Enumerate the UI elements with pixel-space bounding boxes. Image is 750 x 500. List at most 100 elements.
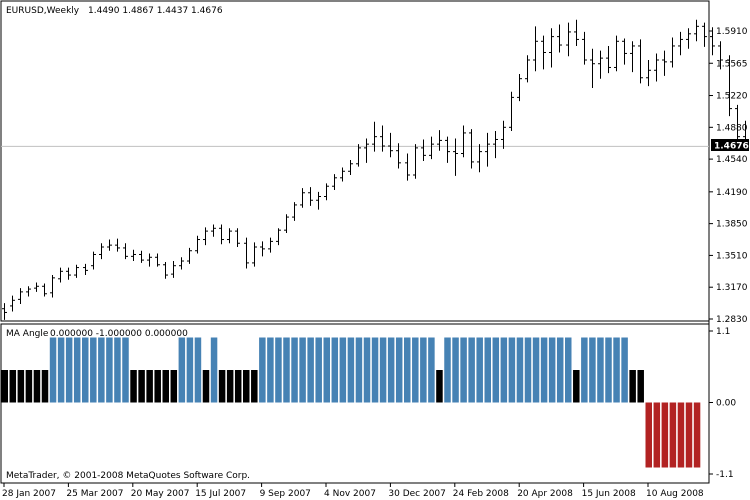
ohlc-bar xyxy=(429,136,434,160)
ma-angle-bar xyxy=(275,337,282,403)
ma-angle-bar xyxy=(540,337,548,403)
ohlc-bar xyxy=(461,125,466,158)
ma-angle-bar xyxy=(565,337,572,403)
current-price-label-box xyxy=(711,139,749,151)
indicator-tick-label: 0.00 xyxy=(716,399,736,409)
copyright-text: MetaTrader, © 2001-2008 MetaQuotes Softw… xyxy=(6,471,250,481)
ohlc-bar xyxy=(493,131,498,159)
ohlc-bar xyxy=(727,55,732,117)
price-tick-label: 1.3170 xyxy=(716,283,748,293)
ma-angle-bar xyxy=(73,337,81,403)
ma-angle-bar xyxy=(428,337,435,403)
time-tick-label: 20 May 2007 xyxy=(131,489,190,499)
ma-angle-bar xyxy=(468,337,475,403)
ma-angle-bar xyxy=(412,337,419,403)
ohlc-bar xyxy=(598,50,603,79)
ohlc-bar xyxy=(83,263,88,276)
ma-angle-bar xyxy=(363,337,371,403)
ohlc-bar xyxy=(10,295,15,312)
indicator-values: 0.000000 -1.000000 0.000000 xyxy=(50,329,188,339)
ohlc-bar xyxy=(66,267,71,280)
indicator-tick-label: -1.1 xyxy=(716,470,734,480)
ma-angle-bar xyxy=(210,337,218,403)
ohlc-bar xyxy=(477,144,482,173)
ma-angle-bar xyxy=(613,337,620,403)
ohlc-bar xyxy=(348,160,353,175)
ohlc-bar xyxy=(485,132,490,167)
price-panel[interactable] xyxy=(0,0,710,322)
ohlc-bar xyxy=(525,55,530,83)
ma-angle-bar xyxy=(661,402,669,468)
ohlc-bar xyxy=(18,288,23,305)
ma-angle-bar xyxy=(114,337,121,403)
ma-angle-bar xyxy=(484,337,491,403)
ohlc-bar xyxy=(50,275,55,298)
time-axis: 28 Jan 2007 25 Mar 2007 20 May 2007 15 Jul … xyxy=(2,483,704,499)
price-tick-label: 1.4540 xyxy=(716,155,748,165)
ohlc-bar xyxy=(622,38,627,65)
ma-angle-bar xyxy=(379,337,387,403)
ma-angle-bar xyxy=(339,337,347,403)
ohlc-bar xyxy=(260,241,265,257)
ma-angle-bar xyxy=(371,337,379,403)
ohlc-bar xyxy=(268,237,273,253)
ma-angle-bar xyxy=(629,370,636,403)
ohlc-bar xyxy=(308,187,313,206)
ma-angle-bar xyxy=(299,337,306,403)
ohlc-bar xyxy=(372,121,377,152)
ma-angle-bar xyxy=(452,337,459,403)
ma-angle-bar xyxy=(315,337,322,403)
ohlc-bar xyxy=(235,228,240,247)
ohlc-bar xyxy=(195,235,200,254)
price-tick-label: 1.5910 xyxy=(716,27,748,37)
ma-angle-bar xyxy=(556,337,564,403)
ohlc-bar xyxy=(718,41,723,70)
ohlc-bar xyxy=(388,132,393,158)
ohlc-bar xyxy=(566,22,571,57)
ohlc-bar xyxy=(533,26,538,72)
ohlc-bar xyxy=(557,24,562,53)
time-tick-label: 9 Sep 2007 xyxy=(260,489,311,499)
ohlc-bar xyxy=(614,35,619,72)
ma-angle-bar xyxy=(645,402,652,468)
ohlc-bar xyxy=(74,264,79,278)
ohlc-bar xyxy=(662,50,667,76)
ohlc-bar xyxy=(396,143,401,169)
ohlc-bar xyxy=(324,183,329,201)
ma-angle-bar xyxy=(685,402,693,468)
ohlc-bar xyxy=(147,253,152,267)
ohlc-bar xyxy=(678,31,683,56)
ohlc-bar xyxy=(469,129,474,169)
ma-angle-bar xyxy=(259,337,266,403)
ma-angle-bar xyxy=(387,337,395,403)
ohlc-bar xyxy=(670,37,675,68)
price-tick-label: 1.4190 xyxy=(716,188,748,198)
ma-angle-bar xyxy=(355,337,363,403)
ohlc-bar xyxy=(646,59,651,87)
price-tick-label: 1.2830 xyxy=(716,315,748,325)
ma-angle-bar xyxy=(444,337,451,403)
ma-angle-bar xyxy=(49,337,57,403)
ohlc-bar xyxy=(115,238,120,252)
ohlc-bar xyxy=(252,242,257,267)
ma-angle-bar xyxy=(202,370,210,403)
ohlc-bar xyxy=(574,19,579,46)
ma-angle-bar xyxy=(25,370,33,403)
ma-angle-bar xyxy=(589,337,596,403)
ma-angle-bar xyxy=(677,402,685,468)
ma-angle-bar xyxy=(251,370,258,403)
ma-angle-bar xyxy=(532,337,540,403)
ohlc-bar xyxy=(364,138,369,163)
price-tick-label: 1.4880 xyxy=(716,123,748,133)
ma-angle-bar xyxy=(323,337,330,403)
ohlc-bar xyxy=(509,91,514,132)
time-tick-label: 4 Nov 2007 xyxy=(324,489,376,499)
ma-angle-bar xyxy=(307,337,314,403)
ohlc-bar xyxy=(187,247,192,264)
indicator-tick-label: 1.1 xyxy=(716,327,730,337)
ohlc-bar xyxy=(630,41,635,73)
ma-angle-bar xyxy=(130,370,137,403)
ohlc-bar xyxy=(2,303,7,320)
ohlc-bar xyxy=(107,239,112,251)
